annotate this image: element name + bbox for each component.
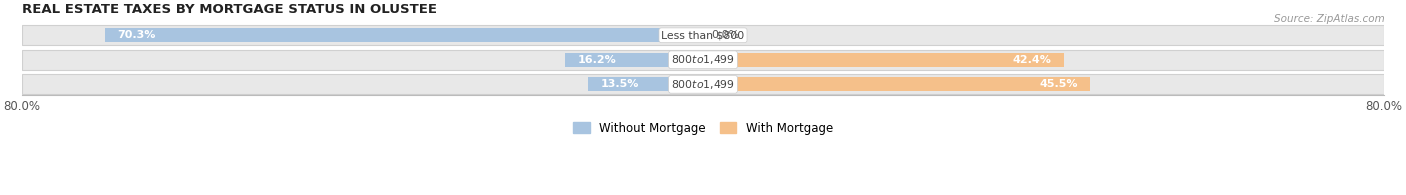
Text: $800 to $1,499: $800 to $1,499 [671,78,735,91]
Bar [104,28,703,42]
Text: Less than $800: Less than $800 [661,30,745,40]
Text: REAL ESTATE TAXES BY MORTGAGE STATUS IN OLUSTEE: REAL ESTATE TAXES BY MORTGAGE STATUS IN … [22,4,437,16]
Bar [22,74,1384,94]
Text: 16.2%: 16.2% [578,55,617,65]
Text: 42.4%: 42.4% [1012,55,1052,65]
Bar [703,53,1064,67]
Text: $800 to $1,499: $800 to $1,499 [671,53,735,66]
Bar [588,77,703,91]
Text: 45.5%: 45.5% [1039,79,1077,89]
Text: 70.3%: 70.3% [117,30,156,40]
Bar [22,50,1384,70]
Text: 13.5%: 13.5% [600,79,640,89]
Legend: Without Mortgage, With Mortgage: Without Mortgage, With Mortgage [568,117,838,139]
Text: 0.0%: 0.0% [711,30,740,40]
Bar [565,53,703,67]
Bar [22,25,1384,45]
Text: Source: ZipAtlas.com: Source: ZipAtlas.com [1274,14,1385,24]
Bar [703,77,1090,91]
